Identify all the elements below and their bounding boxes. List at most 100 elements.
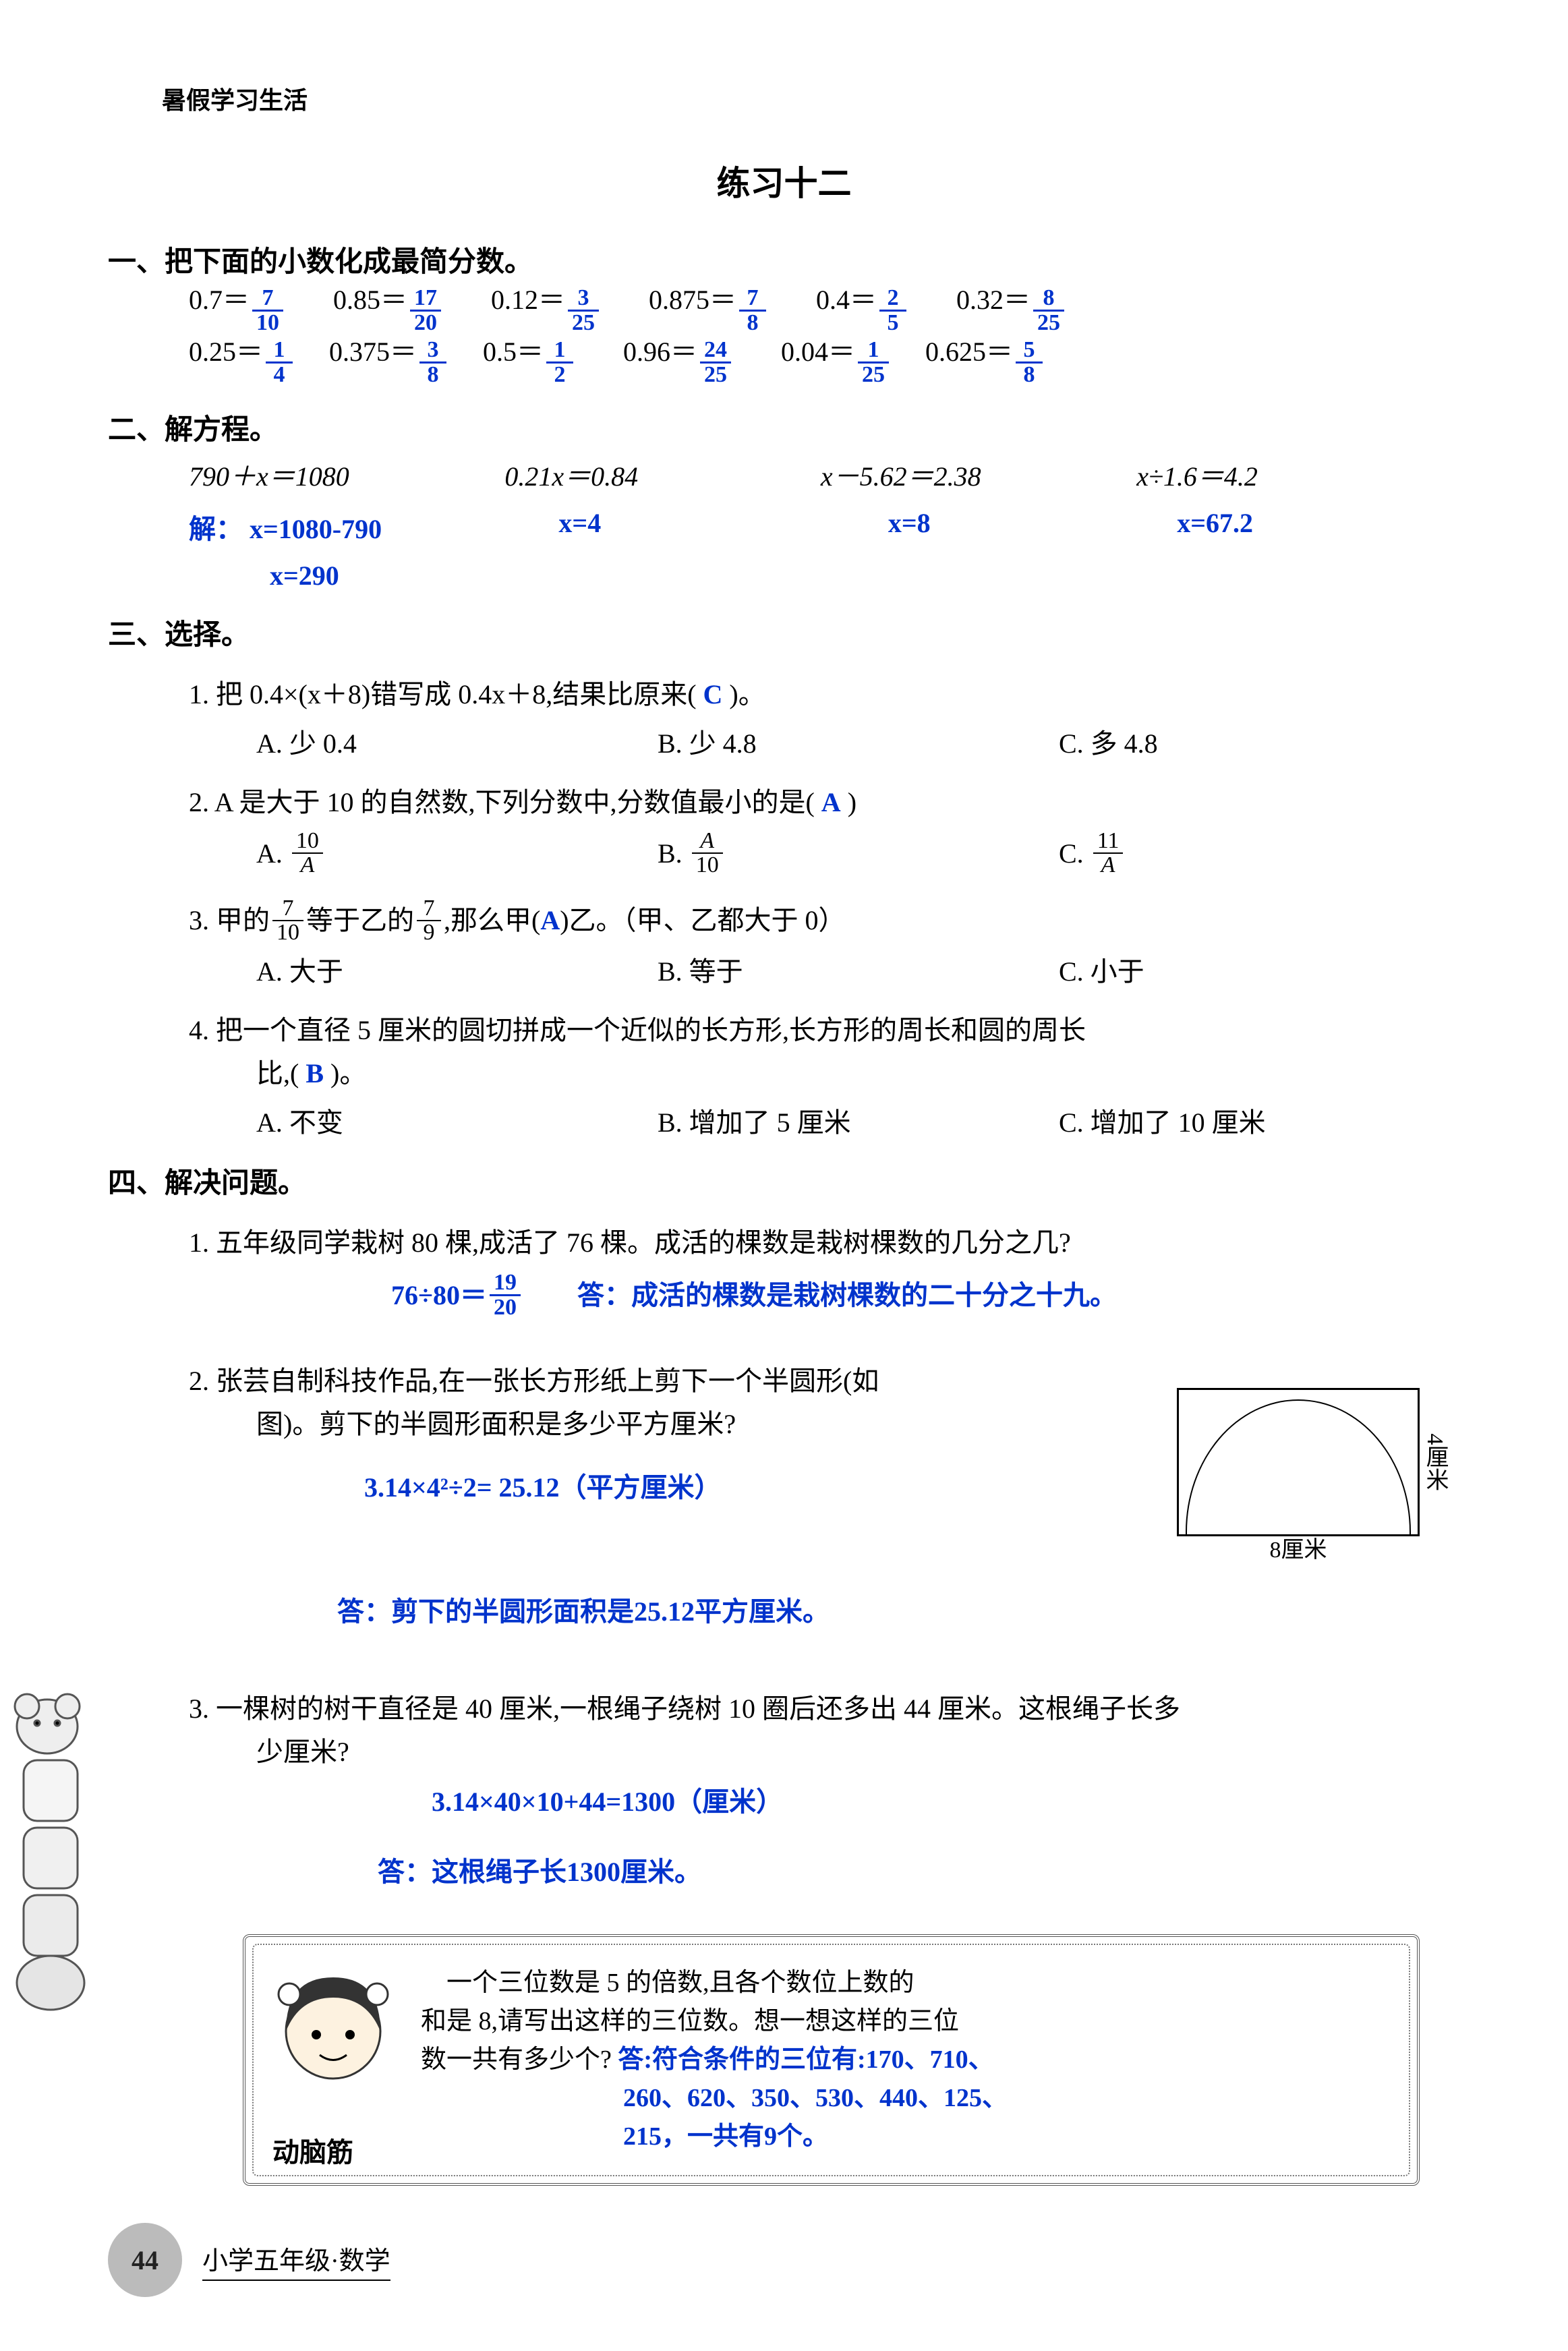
q3-2-pre: 2. A 是大于 10 的自然数,下列分数中,分数值最小的是( [189,787,815,817]
sec1-row1: 0.7＝710 0.85＝1720 0.12＝325 0.875＝78 0.4＝… [189,287,1460,335]
q3-3-C: C. 小于 [1059,950,1460,989]
q3-1-opts: A. 少 0.4 B. 少 4.8 C. 多 4.8 [256,722,1460,761]
s1r2-3-lhs: 0.96＝ [623,339,697,366]
semicircle-diagram: 8厘米 4厘米 [1177,1388,1420,1536]
s1r1-1-frac: 1720 [410,287,441,335]
q4-1-ans: 答：成活的棵数是栽树棵数的二十分之十九。 [577,1274,1117,1317]
s1r1-2-lhs: 0.12＝ [491,287,565,314]
q3-1-pre: 1. 把 0.4×(x＋8)错写成 0.4x＋8,结果比原来( [189,679,697,709]
s1r2-1-lhs: 0.375＝ [329,339,417,366]
brain-p3: 数一共有多少个? [421,2045,612,2074]
eq-1-s1: x=4 [558,507,601,539]
s1r1-1-lhs: 0.85＝ [333,287,407,314]
q4-1-frac: 1920 [490,1271,521,1319]
section-2-head: 二、解方程。 [108,407,1460,448]
s1r1-0-lhs: 0.7＝ [189,287,250,314]
s1r1-5-lhs: 0.32＝ [956,287,1030,314]
s1r2-2-lhs: 0.5＝ [483,339,544,366]
q3-3-ans: A [540,899,560,942]
girl-face-icon [266,1957,401,2092]
q4-3-l1: 3. 一棵树的树干直径是 40 厘米,一根绳子绕树 10 圈后还多出 44 厘米… [189,1687,1460,1731]
q3-3: 3. 甲的 710 等于乙的 79 ,那么甲( A )乙。（甲、乙都大于 0） [189,897,846,944]
eq-0: 790＋x＝1080 [189,455,349,494]
s1r2-3-frac: 2425 [700,339,731,386]
eq-1: 0.21x＝0.84 [504,455,638,494]
brain-p3-line: 数一共有多少个? 答:符合条件的三位有:170、710、 [421,2041,1376,2079]
eq-0-s2: x=290 [270,560,339,591]
semicircle-arc [1186,1399,1411,1534]
q3-4-l2: 比,( B )。 [256,1052,1460,1095]
q3-4-B: B. 增加了 5 厘米 [658,1101,1059,1140]
s1r2-4-frac: 125 [858,339,889,386]
q3-3-p1: 3. 甲的 [189,899,270,942]
q3-4-l1: 4. 把一个直径 5 厘米的圆切拼成一个近似的长方形,长方形的周长和圆的周长 [189,1009,1460,1052]
brain-ans1: 答:符合条件的三位有:170、710、 [618,2045,993,2074]
brain-teaser-box: 动脑筋 一个三位数是 5 的倍数,且各个数位上数的 和是 8,请写出这样的三位数… [243,1934,1420,2186]
q3-2-A-l: A. [256,838,283,869]
q4-3-work: 3.14×40×10+44=1300（厘米） [432,1780,1460,1824]
q4-3-ans: 答：这根绳子长1300厘米。 [378,1851,1460,1894]
s1r2-0-frac: 14 [266,339,293,386]
q3-1-ans: C [703,679,723,709]
q3-2: 2. A 是大于 10 的自然数,下列分数中,分数值最小的是( A ) [189,781,1460,824]
q3-2-B-l: B. [658,838,683,869]
q3-3-p2: ,那么甲( [444,899,540,942]
brain-ans3: 215，一共有9个。 [623,2118,1376,2156]
section-4-head: 四、解决问题。 [108,1160,1460,1201]
q3-4-C: C. 增加了 10 厘米 [1059,1101,1460,1140]
q4-1-work: 76÷80＝ 1920 答：成活的棵数是栽树棵数的二十分之十九。 [391,1271,1117,1319]
q4-1: 1. 五年级同学栽树 80 棵,成活了 76 棵。成活的棵数是栽树棵数的几分之几… [189,1221,1460,1265]
q3-1: 1. 把 0.4×(x＋8)错写成 0.4x＋8,结果比原来( C )。 [189,673,1460,716]
page-number-badge: 44 [108,2223,182,2297]
q3-2-opts: A. 10A B. A10 C. 11A [256,830,1460,877]
s1r1-3-frac: 78 [739,287,766,335]
s1r2-2-frac: 12 [546,339,573,386]
q3-1-A: A. 少 0.4 [256,722,658,761]
q3-4-A: A. 不变 [256,1101,658,1140]
brain-ans2: 260、620、350、530、440、125、 [623,2079,1376,2118]
diagram-width-label: 8厘米 [1270,1531,1327,1564]
s1r2-0-lhs: 0.25＝ [189,339,263,366]
s1r1-2-frac: 325 [568,287,599,335]
eq-3: x÷1.6＝4.2 [1136,455,1258,494]
q4-3-l2: 少厘米? [256,1731,1460,1774]
sec2-row: 790＋x＝1080 解： x=1080-790 x=290 0.21x＝0.8… [189,455,1420,591]
s1r1-4-lhs: 0.4＝ [816,287,877,314]
s1r2-4-lhs: 0.04＝ [781,339,855,366]
s1r2-1-frac: 38 [419,339,446,386]
s1r2-5-lhs: 0.625＝ [925,339,1013,366]
q3-2-C-l: C. [1059,838,1084,869]
q3-3-A: A. 大于 [256,950,658,989]
q3-3-B: B. 等于 [658,950,1059,989]
book-series-title: 暑假学习生活 [162,81,1460,116]
sec1-row2: 0.25＝14 0.375＝38 0.5＝12 0.96＝2425 0.04＝1… [189,339,1460,386]
page-footer: 44 小学五年级·数学 [108,2223,390,2297]
q3-1-C: C. 多 4.8 [1059,722,1460,761]
q4-1-wl: 76÷80＝ [391,1274,487,1317]
q3-3-f2: 79 [417,897,441,944]
q3-3-f1: 710 [272,897,303,944]
s1r2-5-frac: 58 [1016,339,1043,386]
eq-0-s1: 解： x=1080-790 [189,507,382,546]
q3-4-opts: A. 不变 B. 增加了 5 厘米 C. 增加了 10 厘米 [256,1101,1460,1140]
footer-text: 小学五年级·数学 [202,2240,390,2281]
q3-2-ans: A [821,787,841,817]
q3-2-A-frac: 10A [292,830,323,877]
page-title: 练习十二 [108,156,1460,205]
q3-2-B-frac: A10 [692,830,723,877]
q3-4-l2post: )。 [330,1058,366,1089]
q3-3-mid: 等于乙的 [306,899,414,942]
q3-3-post: )乙。（甲、乙都大于 0） [560,899,845,942]
s1r1-5-frac: 825 [1033,287,1064,335]
s1r1-4-frac: 25 [879,287,906,335]
q3-2-C-frac: 11A [1093,830,1124,877]
q3-2-post: ) [848,787,856,817]
section-1-head: 一、把下面的小数化成最简分数。 [108,239,1460,280]
brain-title: 动脑筋 [272,2130,353,2170]
brain-p2: 和是 8,请写出这样的三位数。想一想这样的三位 [421,2002,1376,2041]
diagram-height-label: 4厘米 [1418,1434,1451,1491]
q4-2-ans: 答：剪下的半圆形面积是25.12平方厘米。 [337,1590,1460,1633]
s1r1-0-frac: 710 [252,287,283,335]
q3-1-post: )。 [729,679,765,709]
q3-4-l2pre: 比,( [256,1058,299,1089]
